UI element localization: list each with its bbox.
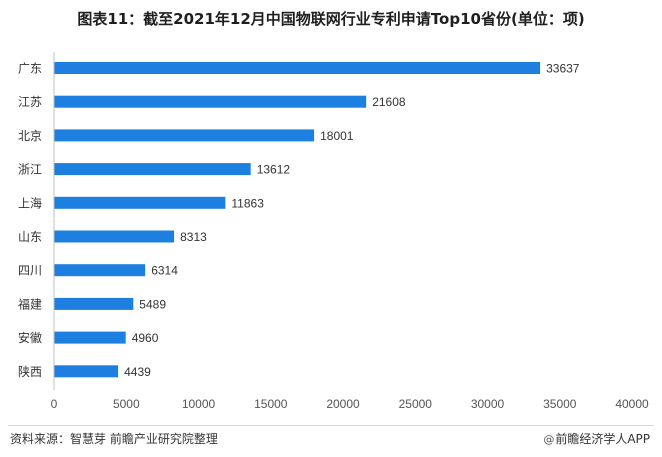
category-label: 北京 — [18, 129, 42, 143]
bar — [54, 230, 175, 243]
category-label: 江苏 — [18, 95, 42, 109]
bar — [54, 297, 134, 310]
value-label: 8313 — [180, 230, 207, 244]
bar — [54, 331, 126, 344]
value-label: 18001 — [320, 129, 354, 143]
source-note: 资料来源：智慧芽 前瞻产业研究院整理 — [10, 432, 218, 446]
category-label: 浙江 — [18, 163, 42, 177]
footer-divider — [8, 425, 654, 426]
value-label: 13612 — [257, 163, 291, 177]
brand-credit: @前瞻经济学人APP — [543, 430, 650, 447]
bar — [54, 264, 146, 277]
category-label: 上海 — [18, 195, 42, 210]
bar — [54, 365, 119, 378]
category-label: 四川 — [18, 264, 42, 278]
x-tick-label: 15000 — [254, 397, 288, 411]
x-tick-label: 25000 — [399, 397, 433, 411]
chart-title: 图表11：截至2021年12月中国物联网行业专利申请Top10省份(单位：项) — [77, 10, 585, 28]
bar — [54, 163, 251, 176]
x-tick-label: 10000 — [182, 397, 216, 411]
value-label: 21608 — [372, 95, 406, 109]
value-label: 6314 — [151, 264, 178, 278]
category-label: 山东 — [18, 230, 42, 244]
value-label: 4439 — [124, 365, 151, 379]
bar — [54, 95, 367, 108]
x-tick-label: 35000 — [543, 397, 577, 411]
value-label: 11863 — [231, 196, 264, 210]
bar — [54, 62, 541, 74]
value-label: 33637 — [546, 62, 580, 76]
x-tick-label: 30000 — [471, 397, 505, 411]
x-tick-label: 0 — [51, 397, 58, 411]
category-label: 广东 — [18, 62, 42, 76]
value-label: 4960 — [132, 331, 159, 345]
brand-text: 前瞻经济学人APP — [555, 432, 650, 446]
labels-layer: 广东 33637 江苏 21608 北京 18001 浙江 13612 上海 11863 山东 831… — [18, 62, 580, 379]
category-label: 安徽 — [18, 330, 42, 345]
category-label: 福建 — [18, 296, 42, 311]
bar — [54, 196, 226, 209]
at-sign-icon: @ — [543, 433, 555, 446]
value-label: 5489 — [139, 297, 166, 311]
x-tick-label: 40000 — [615, 397, 649, 411]
x-tick-label: 5000 — [113, 397, 140, 411]
category-label: 陕西 — [18, 364, 42, 379]
x-tick-label: 20000 — [326, 397, 360, 411]
x-axis: 0 5000 10000 15000 20000 25000 30000 35000 40000 — [51, 52, 649, 411]
bar — [54, 129, 315, 142]
bars-layer — [54, 62, 541, 378]
